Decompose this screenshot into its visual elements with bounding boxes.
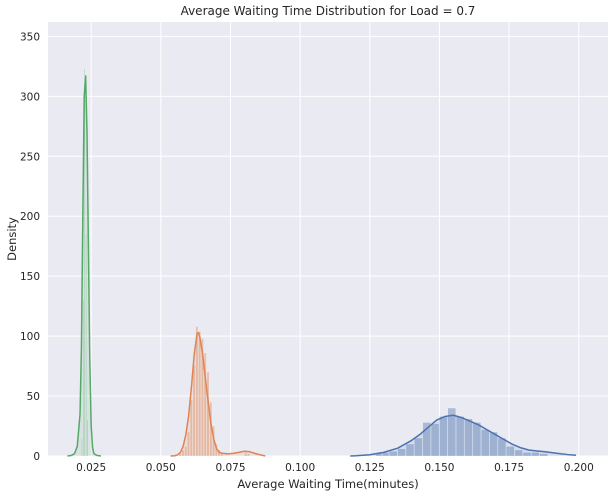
x-tick-label: 0.150 — [424, 462, 454, 474]
y-tick-label: 200 — [20, 211, 40, 223]
histogram-bar — [244, 452, 248, 457]
histogram-bar — [82, 299, 85, 457]
kde-fill — [170, 332, 266, 456]
histogram-bar — [531, 452, 540, 457]
series-1-histogram — [375, 407, 548, 457]
x-tick-label: 0.025 — [76, 462, 106, 474]
histogram-bar — [247, 453, 250, 457]
histogram-bar — [397, 448, 406, 457]
histogram-bar — [422, 422, 431, 457]
series-1-kde-line — [350, 414, 577, 457]
histogram-bar — [481, 429, 490, 457]
series-3-histogram — [81, 68, 89, 457]
histogram-bar — [184, 446, 188, 457]
x-tick-label: 0.125 — [355, 462, 385, 474]
histogram-bar — [201, 338, 204, 457]
histogram-bar — [506, 446, 515, 457]
y-tick-label: 150 — [20, 271, 40, 283]
kde-curves — [67, 75, 577, 457]
histogram-bar — [472, 422, 482, 457]
y-tick-label: 350 — [20, 31, 40, 43]
histogram-bar — [203, 352, 207, 457]
y-axis-label: Density — [5, 217, 19, 261]
histogram-bar — [86, 419, 89, 457]
series-2-kde-line — [170, 331, 266, 457]
histogram-bar — [489, 431, 498, 457]
histogram-bar — [198, 331, 202, 457]
histogram-bar — [522, 452, 532, 457]
histogram-bar — [178, 453, 182, 457]
histogram-bar — [195, 326, 199, 457]
histogram-bar — [430, 423, 440, 457]
histogram-bar — [85, 234, 87, 457]
y-tick-label: 100 — [20, 331, 40, 343]
chart-title: Average Waiting Time Distribution for Lo… — [181, 4, 476, 18]
histogram-bar — [187, 431, 190, 457]
x-tick-label: 0.100 — [285, 462, 315, 474]
histogram-bar — [189, 399, 193, 457]
histogram-bar — [414, 437, 423, 457]
histogram-bar — [405, 443, 415, 457]
x-axis-label: Average Waiting Time(minutes) — [237, 477, 418, 491]
gridlines — [48, 22, 608, 457]
histogram-bar — [389, 451, 398, 457]
x-tick-label: 0.175 — [494, 462, 524, 474]
y-tick-label: 50 — [27, 391, 40, 403]
histogram-bar — [464, 418, 473, 457]
y-tick-labels: 0 50 100 150 200 250 300 350 — [20, 31, 40, 463]
x-tick-label: 0.050 — [146, 462, 176, 474]
y-tick-label: 0 — [33, 451, 40, 463]
histogram-bar — [447, 407, 456, 457]
y-tick-label: 300 — [20, 91, 40, 103]
histogram-bar — [181, 449, 185, 457]
kde-fill — [67, 75, 101, 456]
kde-fill — [350, 415, 576, 456]
histogram-bar — [514, 449, 523, 457]
y-tick-label: 250 — [20, 151, 40, 163]
histogram-bar — [539, 453, 548, 457]
series-3-kde-line — [67, 75, 102, 457]
x-tick-labels: 0.025 0.050 0.075 0.100 0.125 0.150 0.175 0.200 — [76, 462, 594, 474]
x-tick-label: 0.075 — [215, 462, 245, 474]
plot-area — [48, 22, 608, 456]
x-tick-label: 0.200 — [564, 462, 594, 474]
histogram-bar — [81, 437, 83, 457]
histogram-bar — [84, 68, 86, 457]
